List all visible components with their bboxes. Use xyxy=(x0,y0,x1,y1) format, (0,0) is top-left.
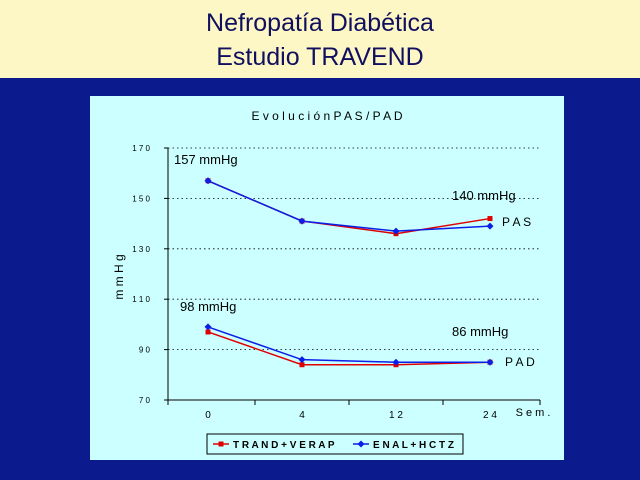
annotation-pad-end: 86 mmHg xyxy=(452,324,508,339)
y-tick-label: 1 1 0 xyxy=(132,295,150,304)
legend-label-enal: E N A L + H C T Z xyxy=(373,440,454,451)
y-tick-label: 9 0 xyxy=(139,346,151,355)
x-axis-label: S e m . xyxy=(516,407,551,419)
y-tick-label: 1 7 0 xyxy=(132,144,150,153)
x-tick-label: 0 xyxy=(205,410,211,421)
annotation-pas-label: P A S xyxy=(502,215,531,229)
annotation-pas-start: 157 mmHg xyxy=(174,152,238,167)
legend-label-trand: T R A N D + V E R A P xyxy=(233,440,335,451)
chart-panel: E v o l u c i ó n P A S / P A D 1 7 0 1 5… xyxy=(90,96,564,460)
annotation-pas-end: 140 mmHg xyxy=(452,188,516,203)
series-pas-enal xyxy=(205,177,494,234)
legend-marker-trand xyxy=(219,442,224,447)
legend: T R A N D + V E R A P E N A L + H C T Z xyxy=(207,434,463,454)
series-pas-trand xyxy=(206,178,493,236)
y-tick-label: 7 0 xyxy=(139,396,151,405)
data-point xyxy=(488,216,493,221)
series-line xyxy=(208,327,490,362)
y-ticks: 1 7 0 1 5 0 1 3 0 1 1 0 9 0 7 0 xyxy=(132,144,168,405)
series-layer xyxy=(205,177,494,367)
y-tick-label: 1 5 0 xyxy=(132,194,150,203)
annotation-pad-start: 98 mmHg xyxy=(180,299,236,314)
chart-title: E v o l u c i ó n P A S / P A D xyxy=(252,109,403,123)
x-ticks: 0 4 1 2 2 4 xyxy=(168,400,540,421)
header: Nefropatía Diabética Estudio TRAVEND xyxy=(0,0,640,78)
series-line xyxy=(208,181,490,231)
data-point xyxy=(487,223,494,230)
y-tick-label: 1 3 0 xyxy=(132,245,150,254)
chart: E v o l u c i ó n P A S / P A D 1 7 0 1 5… xyxy=(90,96,564,460)
data-point xyxy=(299,356,306,363)
annotation-pad-label: P A D xyxy=(505,355,535,369)
data-point xyxy=(205,323,212,330)
series-pad-enal xyxy=(205,323,494,365)
grid xyxy=(168,148,540,350)
y-axis-label: m m H g xyxy=(112,254,126,299)
x-tick-label: 1 2 xyxy=(389,410,403,421)
x-tick-label: 2 4 xyxy=(483,410,497,421)
series-line xyxy=(208,332,490,365)
title-line-2: Estudio TRAVEND xyxy=(0,42,640,72)
title-line-1: Nefropatía Diabética xyxy=(0,8,640,38)
x-tick-label: 4 xyxy=(299,410,305,421)
